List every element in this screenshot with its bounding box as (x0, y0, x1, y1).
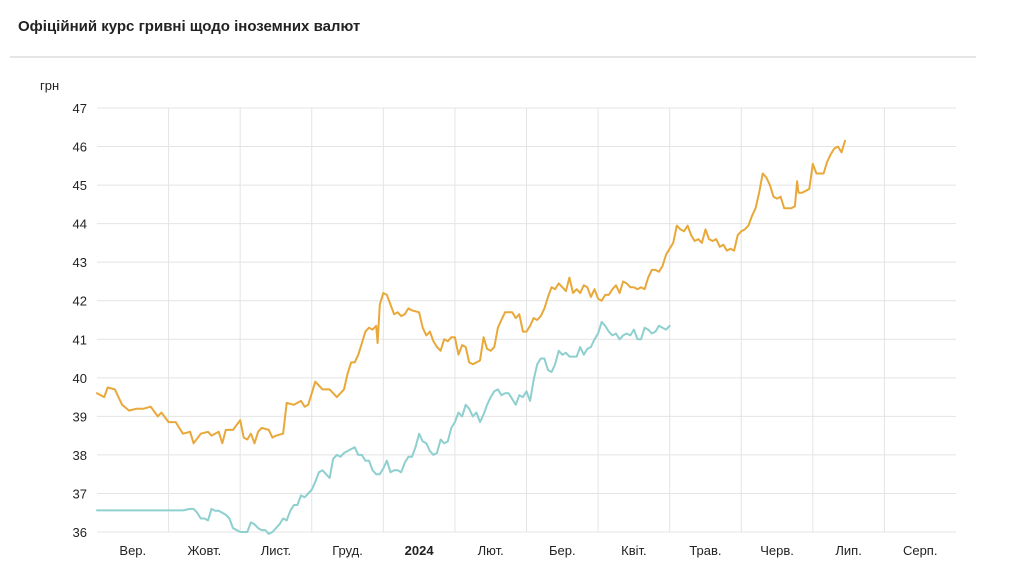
x-tick-label: Лют. (478, 543, 504, 558)
y-tick-label: 36 (73, 525, 87, 540)
series-line-1 (96, 320, 671, 535)
y-tick-label: 38 (73, 448, 87, 463)
x-tick-label: Груд. (332, 543, 363, 558)
y-tick-label: 46 (73, 140, 87, 155)
x-tick-label: Черв. (760, 543, 794, 558)
y-tick-label: 44 (73, 217, 87, 232)
page-title: Офіційний курс гривні щодо іноземних вал… (18, 18, 361, 35)
y-tick-label: 40 (73, 371, 87, 386)
x-tick-label: Вер. (119, 543, 146, 558)
x-tick-label: Лист. (261, 543, 291, 558)
y-tick-label: 41 (73, 332, 87, 347)
y-tick-label: 42 (73, 294, 87, 309)
x-tick-label: Жовт. (187, 543, 221, 558)
series-line-0 (96, 139, 846, 445)
x-tick-label: Трав. (689, 543, 721, 558)
grid-layer (97, 107, 956, 533)
y-tick-label: 37 (73, 486, 87, 501)
x-tick-label: Бер. (549, 543, 576, 558)
y-tick-label: 47 (73, 101, 87, 116)
series-layer (96, 139, 846, 535)
y-tick-label: 39 (73, 409, 87, 424)
y-axis-unit-label: грн (40, 78, 59, 93)
x-tick-label: 2024 (405, 543, 435, 558)
x-tick-label: Серп. (903, 543, 938, 558)
y-tick-label: 43 (73, 255, 87, 270)
title-divider (10, 56, 976, 58)
x-tick-label: Квіт. (621, 543, 647, 558)
axis-layer: 36 37 38 39 40 41 42 43 44 45 46 47 Вер. Жовт. Лист. Гр… (73, 101, 938, 558)
y-tick-label: 45 (73, 178, 87, 193)
x-tick-label: Лип. (835, 543, 861, 558)
